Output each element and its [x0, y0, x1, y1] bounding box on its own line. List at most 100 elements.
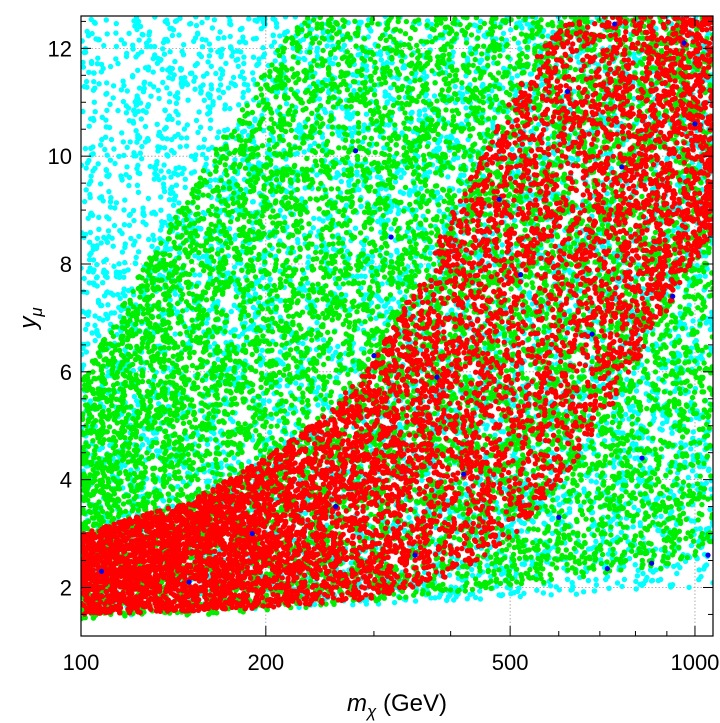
cyan-point: [633, 388, 640, 394]
cyan-point: [169, 32, 176, 39]
cyan-point: [198, 90, 204, 96]
cyan-point: [658, 576, 664, 583]
cyan-point: [138, 116, 144, 122]
cyan-point: [104, 80, 110, 86]
cyan-point: [436, 145, 442, 151]
cyan-point: [175, 120, 181, 126]
cyan-point: [121, 207, 127, 213]
cyan-point: [182, 184, 188, 191]
cyan-point: [108, 310, 115, 316]
cyan-point: [564, 576, 571, 582]
cyan-point: [124, 88, 130, 94]
cyan-point: [335, 343, 341, 350]
cyan-point: [113, 200, 120, 206]
cyan-point: [688, 542, 695, 549]
cyan-point: [181, 166, 187, 172]
cyan-point: [111, 263, 117, 270]
cyan-point: [669, 430, 675, 436]
cyan-point: [113, 56, 119, 62]
cyan-point: [554, 495, 561, 501]
cyan-point: [230, 74, 237, 81]
cyan-point: [283, 101, 290, 107]
cyan-point: [173, 100, 180, 107]
cyan-point: [227, 33, 233, 40]
cyan-point: [142, 65, 149, 71]
cyan-point: [406, 514, 412, 521]
cyan-point: [250, 70, 256, 76]
cyan-point: [91, 19, 98, 25]
cyan-point: [496, 592, 502, 598]
cyan-point: [83, 187, 89, 193]
cyan-point: [135, 189, 142, 195]
cyan-point: [261, 398, 267, 404]
cyan-point: [86, 69, 92, 76]
cyan-point: [400, 65, 406, 71]
cyan-point: [428, 595, 434, 601]
cyan-point: [101, 42, 107, 49]
cyan-point: [96, 214, 102, 220]
cyan-point: [388, 226, 394, 232]
cyan-point: [107, 157, 114, 163]
cyan-point: [209, 25, 216, 31]
cyan-point: [189, 70, 195, 76]
cyan-point: [352, 225, 359, 231]
cyan-point: [165, 67, 171, 73]
cyan-point: [547, 583, 554, 589]
cyan-point: [614, 580, 621, 586]
cyan-point: [88, 173, 94, 179]
cyan-point: [320, 218, 326, 224]
cyan-point: [569, 586, 575, 593]
cyan-point: [142, 123, 149, 130]
cyan-point: [515, 40, 522, 46]
cyan-point: [203, 155, 209, 162]
cyan-point: [110, 243, 116, 249]
cyan-point: [179, 48, 185, 55]
cyan-point: [522, 480, 528, 487]
cyan-point: [111, 146, 117, 152]
cyan-point: [172, 291, 178, 297]
cyan-point: [136, 233, 142, 240]
cyan-point: [659, 427, 665, 433]
cyan-point: [84, 160, 91, 166]
cyan-point: [103, 311, 109, 317]
cyan-point: [688, 446, 694, 452]
cyan-point: [137, 170, 143, 177]
cyan-point: [112, 160, 118, 167]
cyan-point: [241, 75, 247, 82]
cyan-point: [246, 16, 252, 22]
cyan-point: [104, 152, 110, 158]
cyan-point: [172, 331, 178, 337]
cyan-point: [115, 107, 121, 114]
cyan-point: [258, 26, 264, 32]
cyan-point: [500, 30, 507, 37]
cyan-point: [199, 44, 206, 50]
cyan-point: [208, 117, 214, 123]
cyan-point: [119, 230, 125, 237]
cyan-point: [138, 156, 145, 162]
cyan-point: [182, 176, 188, 182]
cyan-point: [121, 268, 127, 275]
cyan-point: [113, 30, 119, 36]
cyan-point: [686, 584, 692, 591]
cyan-point: [670, 228, 676, 234]
cyan-point: [333, 349, 339, 356]
cyan-point: [606, 585, 612, 591]
cyan-point: [239, 331, 246, 337]
cyan-point: [281, 214, 288, 220]
cyan-point: [483, 426, 489, 432]
cyan-point: [300, 340, 306, 347]
cyan-point: [634, 573, 641, 579]
cyan-point: [556, 502, 562, 508]
cyan-point: [445, 594, 451, 600]
cyan-point: [165, 153, 171, 159]
cyan-point: [166, 168, 172, 175]
cyan-point: [101, 258, 107, 265]
cyan-point: [192, 86, 198, 92]
cyan-point: [205, 59, 211, 65]
cyan-point: [141, 85, 147, 92]
cyan-point: [631, 370, 637, 376]
cyan-point: [115, 60, 121, 67]
cyan-point: [445, 174, 451, 180]
cyan-point: [92, 165, 98, 171]
